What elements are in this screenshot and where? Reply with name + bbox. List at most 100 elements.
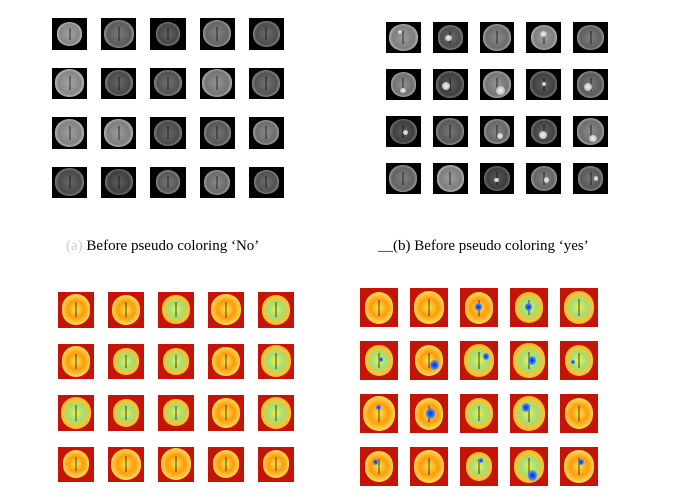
scan-tile bbox=[526, 22, 562, 53]
lesion-spot bbox=[527, 470, 538, 481]
midline bbox=[216, 26, 219, 41]
midline bbox=[175, 406, 177, 420]
midline bbox=[125, 405, 127, 420]
brain-shape bbox=[465, 451, 493, 482]
midline bbox=[117, 76, 120, 90]
brain-shape bbox=[564, 450, 594, 483]
brain-shape bbox=[105, 169, 133, 196]
scan-tile bbox=[560, 447, 598, 486]
brain-shape bbox=[530, 25, 557, 50]
midline bbox=[125, 354, 127, 368]
midline bbox=[125, 302, 127, 318]
scan-tile bbox=[208, 395, 244, 431]
scan-tile bbox=[208, 446, 244, 482]
midline bbox=[275, 353, 277, 370]
brain-shape bbox=[260, 396, 292, 429]
brain-shape bbox=[261, 294, 291, 325]
caption-b-text: (b) Before pseudo coloring ‘yes’ bbox=[393, 238, 589, 254]
caption-b-link[interactable]: __ bbox=[378, 238, 393, 254]
midline bbox=[402, 78, 405, 91]
brain-shape bbox=[464, 291, 494, 324]
scan-tile bbox=[199, 67, 235, 99]
lesion-spot bbox=[479, 458, 483, 463]
scan-tile bbox=[573, 116, 608, 147]
midline bbox=[125, 456, 127, 473]
brain-shape bbox=[464, 397, 494, 430]
brain-shape bbox=[203, 20, 232, 48]
midline bbox=[216, 175, 219, 189]
brain-shape bbox=[202, 69, 232, 98]
scan-tile bbox=[58, 395, 94, 431]
scan-tile bbox=[108, 446, 144, 482]
brain-shape bbox=[160, 448, 192, 481]
midline bbox=[528, 458, 530, 475]
midline bbox=[166, 76, 169, 90]
scan-tile bbox=[479, 69, 515, 100]
brain-shape bbox=[530, 71, 558, 98]
brain-shape bbox=[54, 168, 85, 197]
midline bbox=[75, 457, 77, 472]
brain-shape bbox=[389, 23, 418, 52]
midline bbox=[428, 299, 430, 316]
scan-tile bbox=[386, 116, 421, 147]
scan-tile bbox=[158, 395, 194, 431]
scan-tile bbox=[526, 116, 562, 147]
brain-shape bbox=[564, 291, 594, 324]
brain-shape bbox=[564, 397, 594, 430]
scan-tile bbox=[526, 69, 562, 100]
scan-tile bbox=[258, 446, 294, 482]
scan-tile bbox=[386, 69, 421, 100]
brain-shape bbox=[213, 450, 239, 479]
midline bbox=[402, 30, 405, 45]
midline bbox=[378, 299, 380, 316]
brain-shape bbox=[54, 69, 85, 98]
brain-shape bbox=[364, 291, 394, 324]
lesion-spot bbox=[496, 132, 503, 139]
lesion-spot bbox=[541, 81, 547, 87]
midline bbox=[428, 352, 430, 369]
brain-shape bbox=[204, 169, 231, 195]
brain-shape bbox=[564, 344, 594, 377]
no-tumor-pseudocolor-grid bbox=[58, 292, 294, 482]
brain-shape bbox=[155, 21, 181, 46]
midline bbox=[175, 302, 177, 318]
scan-tile bbox=[248, 67, 284, 99]
scan-tile bbox=[52, 166, 88, 198]
brain-shape bbox=[252, 69, 281, 97]
scan-tile bbox=[460, 394, 498, 433]
midline bbox=[495, 125, 498, 138]
brain-shape bbox=[484, 119, 510, 144]
brain-shape bbox=[482, 70, 512, 99]
scan-tile bbox=[150, 67, 186, 99]
brain-shape bbox=[211, 294, 241, 326]
scan-tile bbox=[410, 341, 448, 380]
brain-shape bbox=[414, 344, 444, 377]
midline bbox=[265, 126, 268, 140]
midline bbox=[478, 459, 480, 474]
scan-tile bbox=[52, 67, 88, 99]
brain-shape bbox=[211, 397, 241, 428]
brain-shape bbox=[54, 118, 85, 147]
scan-tile bbox=[158, 292, 194, 328]
lesion-spot bbox=[430, 359, 440, 370]
midline bbox=[75, 404, 77, 421]
brain-shape bbox=[57, 21, 82, 46]
midline bbox=[216, 76, 219, 91]
brain-shape bbox=[483, 165, 511, 192]
lesion-spot bbox=[475, 303, 483, 312]
midline bbox=[275, 404, 277, 421]
lesion-spot bbox=[403, 130, 408, 136]
scan-tile bbox=[199, 166, 235, 198]
brain-shape bbox=[463, 343, 495, 378]
midline bbox=[225, 353, 227, 369]
brain-shape bbox=[513, 343, 545, 378]
scan-tile bbox=[248, 117, 284, 149]
brain-shape bbox=[389, 165, 418, 192]
brain-shape bbox=[60, 396, 92, 429]
scan-tile bbox=[58, 446, 94, 482]
caption-b: __(b) Before pseudo coloring ‘yes’ bbox=[378, 238, 589, 255]
brain-shape bbox=[515, 292, 543, 323]
lesion-spot bbox=[426, 408, 436, 419]
caption-a-text: Before pseudo coloring ‘No’ bbox=[86, 238, 260, 254]
midline bbox=[528, 404, 530, 423]
